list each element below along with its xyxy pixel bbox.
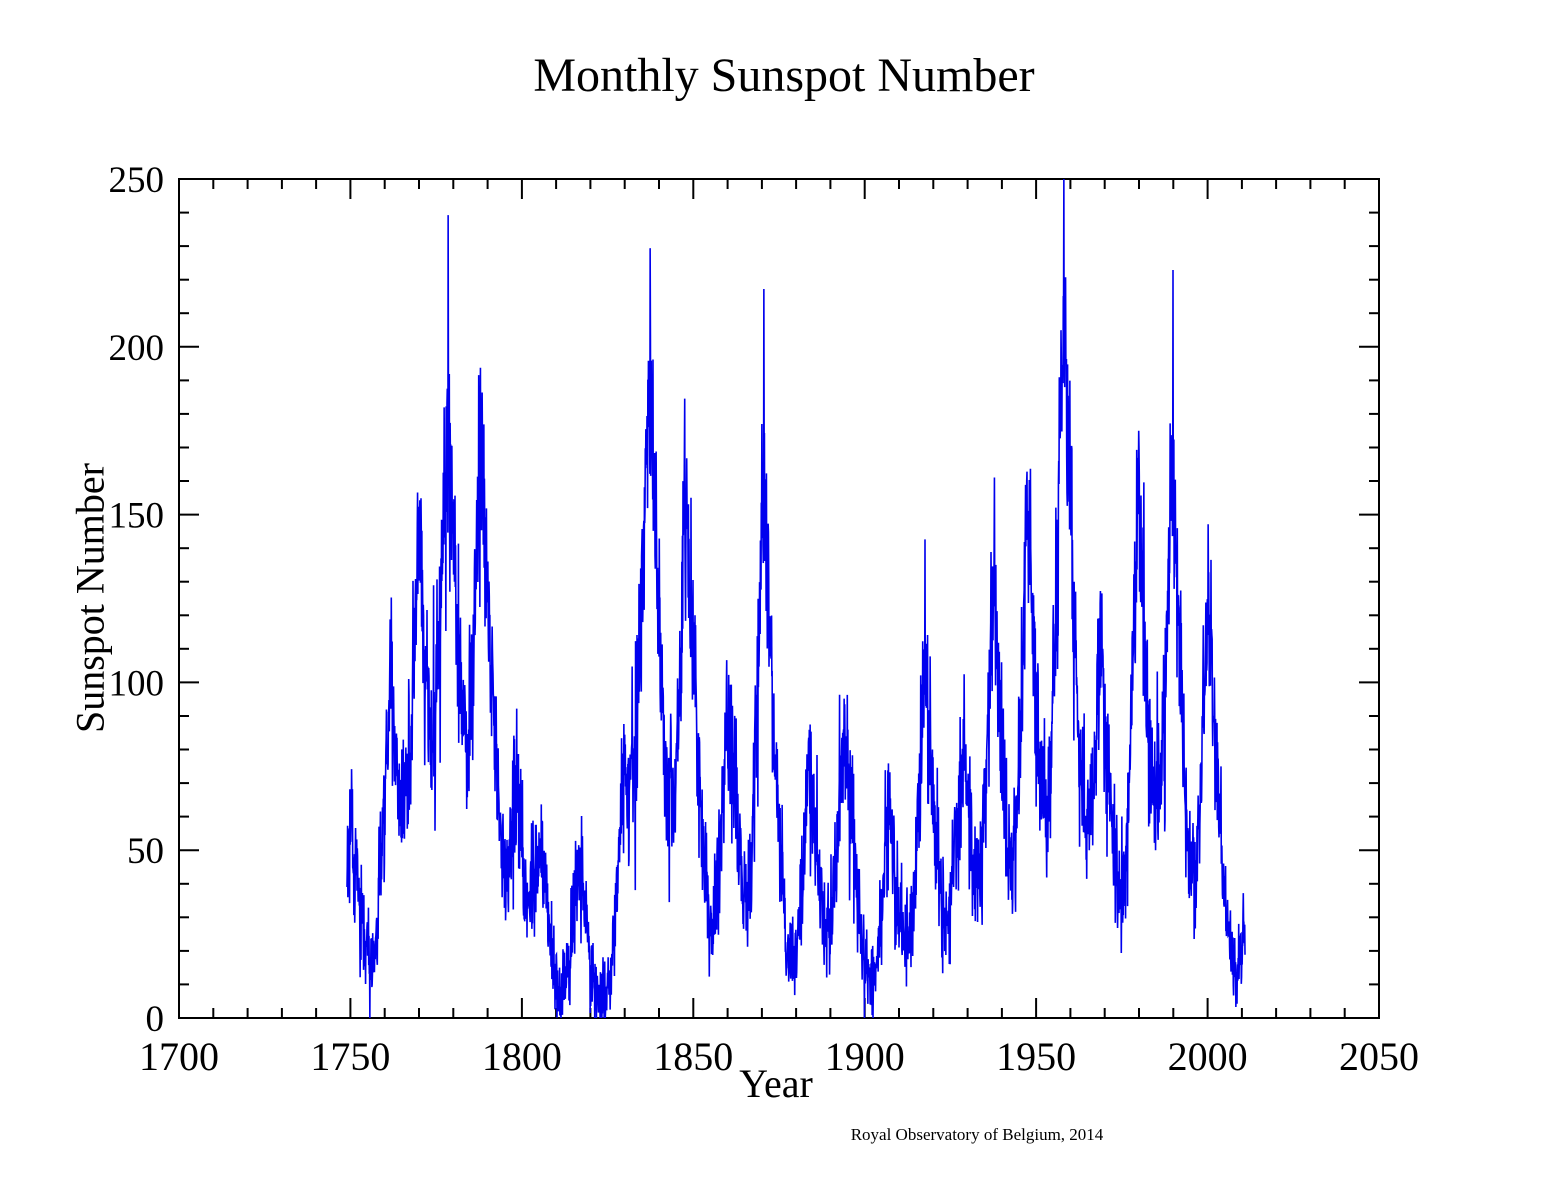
svg-text:250: 250 xyxy=(109,160,165,201)
svg-text:200: 200 xyxy=(109,328,165,369)
svg-text:1900: 1900 xyxy=(825,1034,905,1079)
svg-text:150: 150 xyxy=(109,496,165,537)
svg-text:100: 100 xyxy=(109,663,165,704)
svg-text:50: 50 xyxy=(127,831,164,872)
svg-text:1750: 1750 xyxy=(310,1034,390,1079)
svg-text:1850: 1850 xyxy=(653,1034,733,1079)
svg-text:1950: 1950 xyxy=(996,1034,1076,1079)
svg-text:1800: 1800 xyxy=(482,1034,562,1079)
svg-text:1700: 1700 xyxy=(139,1034,219,1079)
svg-text:2050: 2050 xyxy=(1339,1034,1419,1079)
svg-text:0: 0 xyxy=(146,999,165,1040)
svg-text:2000: 2000 xyxy=(1168,1034,1248,1079)
